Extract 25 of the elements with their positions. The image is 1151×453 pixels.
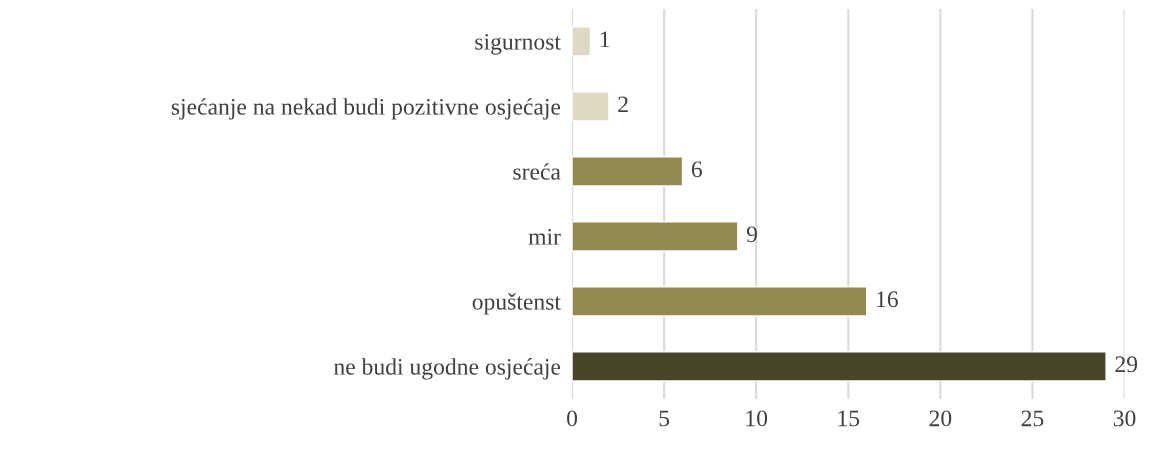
bar xyxy=(572,221,739,252)
data-label: 1 xyxy=(600,31,610,48)
x-tick-label: 0 xyxy=(567,410,578,427)
data-label: 6 xyxy=(691,161,702,178)
data-label: 9 xyxy=(746,226,757,243)
x-tick-label: 20 xyxy=(929,410,952,427)
bar xyxy=(572,91,610,122)
y-tick-label: mir xyxy=(528,228,561,245)
y-tick-label: sreća xyxy=(513,163,561,180)
x-tick-label: 5 xyxy=(659,410,670,427)
y-tick-label: ne budi ugodne osjećaje xyxy=(333,358,561,380)
x-tick-label: 10 xyxy=(746,410,768,427)
bar xyxy=(572,286,868,317)
y-tick-label: sjećanje na nekad budi pozitivne osjećaje xyxy=(171,98,561,120)
y-tick-label: sigurnost xyxy=(475,33,561,55)
bar xyxy=(572,350,1107,382)
y-tick-label: opuštenst xyxy=(472,293,561,315)
data-label: 2 xyxy=(618,96,628,113)
x-tick-label: 30 xyxy=(1113,410,1136,427)
data-label: 29 xyxy=(1115,356,1138,373)
x-tick-label: 15 xyxy=(838,410,860,427)
bar xyxy=(572,156,684,187)
bar xyxy=(572,26,592,57)
x-tick-label: 25 xyxy=(1021,410,1044,427)
data-label: 16 xyxy=(877,291,898,308)
